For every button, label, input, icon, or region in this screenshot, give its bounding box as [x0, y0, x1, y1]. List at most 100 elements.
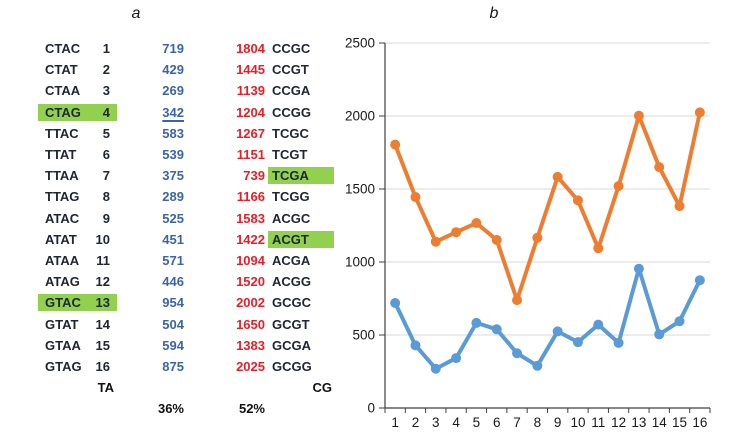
data-point — [430, 236, 441, 247]
blue-count-cell: 525 — [117, 210, 184, 227]
blue-count-cell: 375 — [117, 167, 184, 184]
table-row: ATAA 11 571 1094 ACGA — [38, 250, 334, 271]
seq2-cell: ACGG — [268, 273, 334, 290]
seq2-label: TCGA — [272, 168, 309, 184]
data-point — [654, 162, 665, 173]
seq2-label: GCGA — [272, 337, 311, 353]
data-point — [654, 329, 665, 340]
seq2-cell: GCGT — [268, 316, 334, 333]
y-tick-label: 500 — [352, 328, 375, 343]
red-count: 1583 — [236, 210, 265, 226]
seq1-label: TTAC — [45, 125, 79, 141]
blue-count-cell: 429 — [117, 61, 184, 78]
seq2-label: ACGA — [272, 252, 311, 268]
footer-right-group-label: CG — [312, 380, 333, 396]
sequence-table: CTAC 1 719 1804 CCGC CTAT 2 429 1445 CCGT CTAA 3 269… — [38, 38, 334, 419]
x-tick-label: 10 — [570, 415, 585, 430]
seq1-label: GTAG — [45, 358, 82, 374]
seq1-label: CTAA — [45, 83, 81, 99]
x-tick-label: 13 — [631, 415, 646, 430]
x-tick-label: 4 — [452, 415, 460, 430]
red-count: 1422 — [236, 231, 265, 247]
seq2-label: GCGT — [272, 316, 310, 332]
table-row: GTAC 13 954 2002 GCGC — [38, 292, 334, 313]
row-index: 1 — [102, 41, 110, 57]
red-count: 1166 — [236, 189, 265, 205]
red-count-cell: 1139 — [184, 82, 265, 99]
panel-a-label: a — [131, 5, 141, 22]
data-point — [491, 324, 502, 335]
seq2-cell: GCGG — [268, 358, 334, 375]
x-tick-label: 1 — [391, 415, 399, 430]
blue-count-cell: 269 — [117, 82, 184, 99]
footer-left-group-label: TA — [97, 380, 114, 396]
table-row: TTAT 6 539 1151 TCGT — [38, 144, 334, 165]
blue-count: 594 — [162, 337, 184, 353]
table-row: CTAT 2 429 1445 CCGT — [38, 59, 334, 80]
blue-count: 342 — [162, 104, 184, 120]
seq2-label: TCGT — [272, 147, 308, 163]
data-point — [572, 195, 583, 206]
red-count: 1151 — [236, 147, 265, 163]
y-tick-label: 1500 — [345, 182, 375, 197]
seq2-label: ACGG — [272, 274, 311, 290]
blue-count-cell: 289 — [117, 188, 184, 205]
table-row: CTAA 3 269 1139 CCGA — [38, 80, 334, 101]
y-tick-label: 2000 — [345, 109, 375, 124]
data-point — [694, 275, 705, 286]
data-point — [633, 110, 644, 121]
seq2-cell: ACGA — [268, 252, 334, 269]
table-row: CTAC 1 719 1804 CCGC — [38, 38, 334, 59]
data-point — [451, 227, 462, 238]
red-count: 1094 — [236, 252, 265, 268]
seq1-cell: CTAA 3 — [38, 82, 117, 99]
red-count: 1520 — [236, 274, 265, 290]
seq2-cell: GCGA — [268, 337, 334, 354]
blue-count-cell: 583 — [117, 125, 184, 142]
red-count: 1267 — [236, 125, 265, 141]
blue-count-cell: 451 — [117, 231, 184, 248]
table-row: GTAG 16 875 2025 GCGG — [38, 356, 334, 377]
red-count-cell: 1804 — [184, 40, 265, 57]
seq2-cell: CCGG — [268, 104, 334, 121]
row-index: 3 — [102, 83, 110, 99]
blue-count-cell: 446 — [117, 273, 184, 290]
seq1-cell: GTAC 13 — [38, 294, 117, 312]
seq1-label: ATAG — [45, 274, 80, 290]
data-point — [512, 348, 523, 359]
seq1-cell: TTAG 8 — [38, 188, 117, 205]
seq2-label: GCGG — [272, 358, 312, 374]
blue-count: 525 — [162, 210, 184, 226]
seq2-label: GCGC — [272, 295, 311, 311]
row-index: 9 — [102, 210, 110, 226]
seq1-cell: ATAG 12 — [38, 273, 117, 290]
table-row: ATAG 12 446 1520 ACGG — [38, 271, 334, 292]
seq2-cell: CCGA — [268, 82, 334, 99]
row-index: 7 — [102, 168, 110, 184]
x-tick-label: 9 — [554, 415, 562, 430]
x-tick-label: 5 — [473, 415, 481, 430]
red-count-cell: 1094 — [184, 252, 265, 269]
table-row: GTAT 14 504 1650 GCGT — [38, 313, 334, 334]
seq1-cell: GTAG 16 — [38, 358, 117, 375]
seq1-label: CTAG — [45, 104, 81, 120]
x-tick-label: 7 — [513, 415, 521, 430]
red-count-cell: 1445 — [184, 61, 265, 78]
blue-count: 954 — [162, 295, 184, 311]
x-tick-label: 8 — [534, 415, 542, 430]
blue-count: 289 — [162, 189, 184, 205]
row-index: 15 — [95, 337, 110, 353]
blue-count: 571 — [162, 252, 184, 268]
blue-count: 269 — [162, 83, 184, 99]
seq2-cell: TCGT — [268, 146, 334, 163]
seq1-cell: GTAT 14 — [38, 316, 117, 333]
data-point — [633, 263, 644, 274]
data-point — [430, 363, 441, 374]
red-count-cell: 739 — [184, 167, 265, 184]
seq2-cell: ACGT — [268, 230, 334, 248]
seq1-cell: GTAA 15 — [38, 337, 117, 354]
seq2-label: CCGA — [272, 83, 311, 99]
x-tick-label: 14 — [652, 415, 668, 430]
